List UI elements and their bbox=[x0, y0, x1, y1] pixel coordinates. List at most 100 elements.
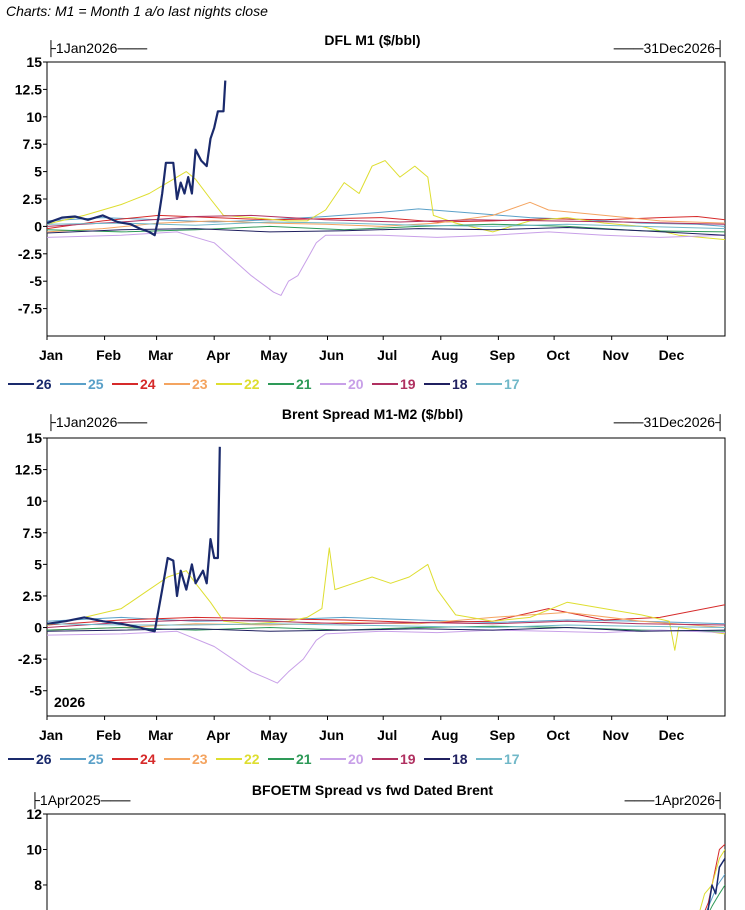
y-tick-label: 10 bbox=[26, 841, 42, 857]
legend-swatch bbox=[60, 383, 86, 386]
x-tick-label: May bbox=[260, 727, 287, 743]
series-line-24 bbox=[704, 843, 725, 910]
legend-item: 17 bbox=[476, 750, 528, 767]
x-tick-label: Mar bbox=[148, 727, 173, 743]
y-tick-label: 0 bbox=[34, 218, 42, 234]
series-line-18 bbox=[47, 627, 725, 632]
chart-title: DFL M1 ($/bbl) bbox=[324, 32, 421, 48]
x-tick-label: Apr bbox=[206, 347, 231, 363]
legend-item: 26 bbox=[8, 375, 60, 392]
chart-bfoetm-spread: BFOETM Spread vs fwd Dated Brent ├1Apr20… bbox=[0, 780, 745, 910]
x-tick-label: Jun bbox=[319, 727, 344, 743]
legend-swatch bbox=[8, 383, 34, 386]
legend-label: 19 bbox=[400, 751, 416, 768]
legend-swatch bbox=[476, 383, 502, 386]
series-group bbox=[699, 843, 725, 910]
chart-brent-spread: Brent Spread M1-M2 ($/bbl) ├1Jan2026─── … bbox=[0, 402, 745, 772]
x-tick-label: Jan bbox=[39, 347, 63, 363]
range-start-marker: ├1Apr2025─── bbox=[30, 792, 131, 808]
page-caption: Charts: M1 = Month 1 a/o last nights clo… bbox=[6, 3, 268, 19]
legend-swatch bbox=[8, 758, 34, 761]
x-tick-label: Jun bbox=[319, 347, 344, 363]
range-start-label: 1Apr2025 bbox=[39, 792, 101, 808]
legend: 26 25 24 23 22 21 20 19 18 17 bbox=[8, 375, 528, 395]
range-start-marker: ├1Jan2026─── bbox=[46, 40, 148, 56]
series-line-21 bbox=[47, 625, 725, 632]
y-tick-label: 5 bbox=[34, 164, 42, 180]
legend-item: 25 bbox=[60, 750, 112, 767]
y-tick-label: 7.5 bbox=[23, 525, 43, 541]
legend-label: 20 bbox=[348, 751, 364, 768]
series-line-21 bbox=[709, 884, 725, 910]
series-line-26 bbox=[707, 857, 725, 910]
chart-title: BFOETM Spread vs fwd Dated Brent bbox=[251, 782, 494, 798]
legend-item: 24 bbox=[112, 750, 164, 767]
legend-item: 17 bbox=[476, 375, 528, 392]
series-line-22 bbox=[47, 160, 725, 241]
y-tick-label: 12.5 bbox=[15, 462, 42, 478]
x-tick-label: Aug bbox=[431, 347, 458, 363]
series-line-17 bbox=[47, 623, 725, 628]
legend-swatch bbox=[372, 383, 398, 386]
legend-label: 18 bbox=[452, 751, 468, 768]
legend-label: 18 bbox=[452, 376, 468, 393]
y-tick-label: 15 bbox=[26, 430, 42, 446]
legend-swatch bbox=[320, 758, 346, 761]
legend: 26 25 24 23 22 21 20 19 18 17 bbox=[8, 750, 528, 770]
legend-swatch bbox=[424, 758, 450, 761]
y-tick-label: 0 bbox=[34, 620, 42, 636]
y-tick-label: 2.5 bbox=[23, 588, 43, 604]
x-tick-label: Dec bbox=[659, 347, 685, 363]
y-tick-label: 7.5 bbox=[23, 136, 43, 152]
legend-swatch bbox=[216, 383, 242, 386]
legend-item: 21 bbox=[268, 750, 320, 767]
legend-item: 19 bbox=[372, 750, 424, 767]
legend-swatch bbox=[164, 758, 190, 761]
legend-label: 23 bbox=[192, 376, 208, 393]
series-group bbox=[47, 446, 725, 684]
x-tick-label: Jul bbox=[377, 727, 397, 743]
series-line-26 bbox=[47, 80, 227, 237]
x-tick-label: Dec bbox=[659, 727, 685, 743]
range-start-label: 1Jan2026 bbox=[55, 40, 118, 56]
chart-plot: 15 12.5 10 7.5 5 2.5 0 -2.5 -5 -7.5 Jan Feb Mar Apr Ma… bbox=[15, 54, 726, 363]
legend-label: 20 bbox=[348, 376, 364, 393]
legend-item: 26 bbox=[8, 750, 60, 767]
range-end-label: 31Dec2026 bbox=[643, 40, 716, 56]
series-line-22 bbox=[47, 547, 725, 651]
legend-item: 24 bbox=[112, 375, 164, 392]
series-line-20 bbox=[47, 231, 725, 296]
legend-item: 19 bbox=[372, 375, 424, 392]
legend-swatch bbox=[424, 383, 450, 386]
legend-label: 23 bbox=[192, 751, 208, 768]
year-label: 2026 bbox=[54, 694, 86, 710]
x-tick-label: Aug bbox=[431, 727, 458, 743]
y-tick-label: 10 bbox=[26, 109, 42, 125]
legend-item: 25 bbox=[60, 375, 112, 392]
y-tick-label: 12 bbox=[26, 806, 42, 822]
plot-frame bbox=[46, 437, 726, 717]
range-end-marker: ───31Dec2026┤ bbox=[613, 40, 725, 56]
x-tick-label: Sep bbox=[490, 727, 516, 743]
x-tick-label: Sep bbox=[490, 347, 516, 363]
chart-plot: 15 12.5 10 7.5 5 2.5 0 -2.5 -5 Jan Feb Mar Apr May Jun… bbox=[15, 430, 726, 743]
chart-title: Brent Spread M1-M2 ($/bbl) bbox=[281, 406, 464, 422]
y-tick-label: -7.5 bbox=[18, 301, 42, 317]
range-end-marker: ───31Dec2026┤ bbox=[613, 414, 725, 430]
range-start-marker: ├1Jan2026─── bbox=[46, 414, 148, 430]
legend-label: 24 bbox=[140, 376, 156, 393]
series-line-17 bbox=[47, 221, 725, 230]
x-tick-label: Apr bbox=[206, 727, 231, 743]
x-tick-label: Oct bbox=[546, 347, 570, 363]
series-line-24 bbox=[47, 214, 725, 230]
series-group bbox=[47, 80, 725, 296]
legend-swatch bbox=[60, 758, 86, 761]
x-tick-label: May bbox=[260, 347, 287, 363]
x-tick-label: Nov bbox=[602, 727, 629, 743]
legend-label: 22 bbox=[244, 751, 260, 768]
y-tick-label: 12.5 bbox=[15, 81, 42, 97]
legend-label: 17 bbox=[504, 376, 520, 393]
y-tick-label: -2.5 bbox=[18, 246, 42, 262]
legend-label: 24 bbox=[140, 751, 156, 768]
legend-swatch bbox=[268, 383, 294, 386]
